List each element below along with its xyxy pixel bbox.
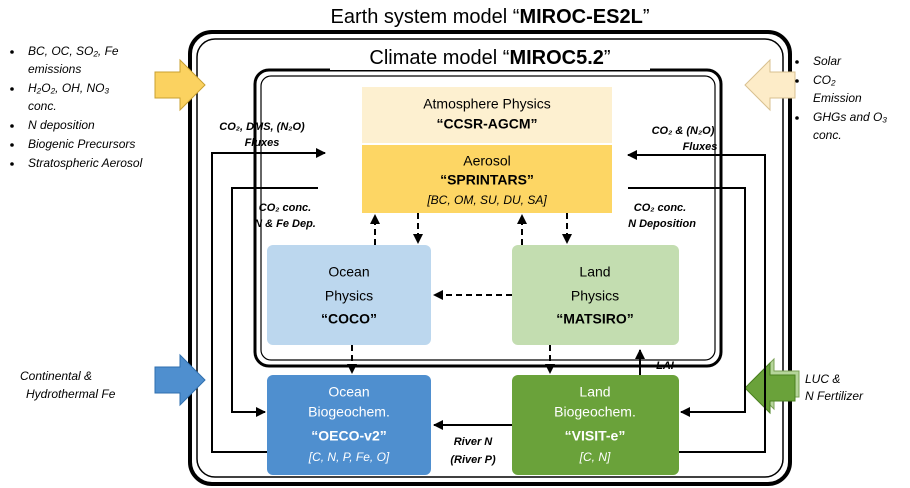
bullet	[795, 116, 799, 120]
flux-label: River N	[454, 436, 494, 448]
input-label: CO₂	[813, 73, 836, 87]
flux-label: N & Fe Dep.	[254, 218, 316, 230]
flux-label: CO₂ conc.	[259, 202, 311, 214]
land-bio-box	[512, 375, 679, 475]
input-label: Hydrothermal Fe	[26, 387, 116, 401]
box-label: Land	[579, 264, 610, 280]
input-label: LUC &	[805, 372, 840, 386]
input-label: BC, OC, SO₂, Fe	[28, 44, 119, 58]
box-label: Physics	[571, 288, 619, 304]
box-label: “MATSIRO”	[556, 311, 634, 327]
left-inputs: BC, OC, SO₂, Fe emissions H₂O₂, OH, NO₃ con…	[10, 44, 143, 170]
input-arrow	[154, 353, 206, 407]
input-label: Biogenic Precursors	[28, 137, 135, 151]
box-label: “CCSR-AGCM”	[436, 116, 537, 132]
title: Earth system model “MIROC-ES2L”	[331, 6, 650, 28]
box-label: Biogeochem.	[308, 404, 390, 420]
box-label: Aerosol	[463, 153, 510, 169]
flux-line	[627, 150, 766, 453]
outer-frame-inner	[196, 38, 784, 478]
bullet	[10, 162, 14, 166]
box-label: Atmosphere Physics	[423, 96, 551, 112]
input-label: GHGs and O₃	[813, 110, 887, 124]
flux-label: Fluxes	[683, 141, 718, 153]
box-label: [C, N]	[579, 450, 611, 464]
input-label: conc.	[28, 99, 57, 113]
outer-frame	[188, 30, 792, 486]
box-label: “SPRINTARS”	[440, 172, 534, 188]
flux-label: CO₂ & (N₂O)	[652, 125, 715, 137]
input-label: Solar	[813, 54, 842, 68]
bullet	[10, 87, 14, 91]
box-label: “VISIT-e”	[565, 428, 626, 444]
flux-line	[211, 148, 326, 453]
inner-frame-inner	[260, 75, 716, 361]
bullet	[10, 143, 14, 147]
aerosol-box	[362, 145, 612, 213]
bullet	[795, 79, 799, 83]
input-label: Continental &	[20, 369, 92, 383]
bullet	[10, 124, 14, 128]
atmosphere-box	[362, 87, 612, 143]
flux-label: Fluxes	[245, 137, 280, 149]
bullet	[10, 50, 14, 54]
box-label: Ocean	[328, 264, 369, 280]
flux-line	[231, 187, 318, 417]
flux-label: N Deposition	[628, 218, 696, 230]
ocean-bio-box	[267, 375, 431, 475]
box-label: Biogeochem.	[554, 404, 636, 420]
input-label: conc.	[813, 128, 842, 142]
input-label: H₂O₂, OH, NO₃	[28, 81, 109, 95]
box-label: Ocean	[328, 384, 369, 400]
bullet	[795, 60, 799, 64]
subtitle: Climate model “MIROC5.2”	[369, 47, 610, 69]
flux-label: (River P)	[450, 454, 496, 466]
box-label: [C, N, P, Fe, O]	[308, 450, 390, 464]
box-label: “COCO”	[321, 311, 377, 327]
flux-label: CO₂ conc.	[634, 202, 686, 214]
input-label: N Fertilizer	[805, 389, 864, 403]
box-label: “OECO-v2”	[311, 428, 386, 444]
box-label: Land	[579, 384, 610, 400]
right-inputs: Solar CO₂ Emission GHGs and O₃ conc.	[795, 54, 887, 142]
input-label: N deposition	[28, 118, 95, 132]
input-arrow	[744, 58, 796, 112]
input-label: Emission	[813, 91, 862, 105]
input-arrow	[154, 58, 206, 112]
box-label: Physics	[325, 288, 373, 304]
flux-label: LAI	[656, 360, 675, 372]
ocean-physics-box	[267, 245, 431, 345]
flux-line	[628, 187, 746, 417]
subtitle-bg	[330, 48, 650, 70]
input-arrow	[744, 361, 796, 415]
box-label: [BC, OM, SU, DU, SA]	[426, 193, 547, 207]
land-physics-box	[512, 245, 679, 345]
input-label: emissions	[28, 62, 81, 76]
input-label: Stratospheric Aerosol	[28, 156, 143, 170]
flux-label: CO₂, DMS, (N₂O)	[219, 121, 305, 133]
